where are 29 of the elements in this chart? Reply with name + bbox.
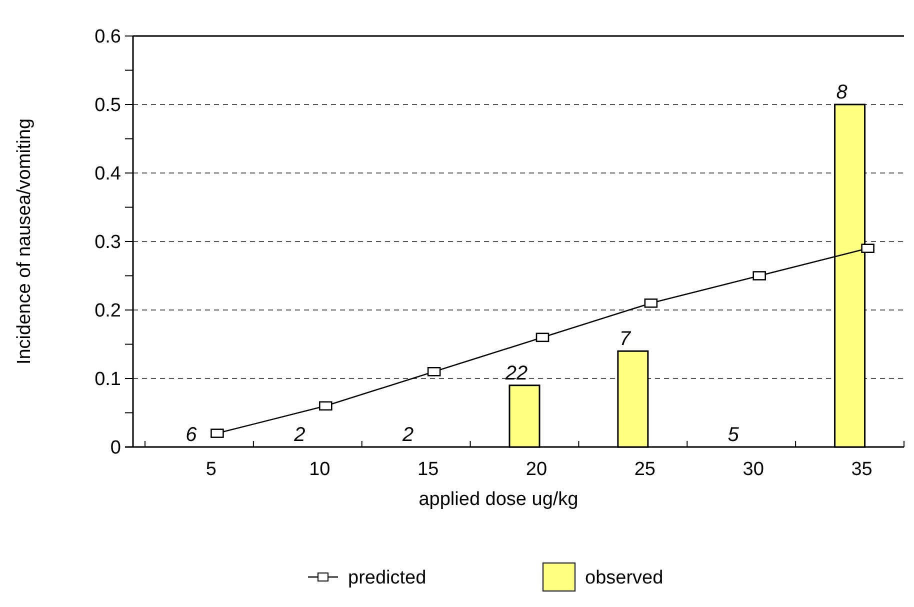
x-tick-label: 10 [309, 459, 330, 480]
y-tick-label: 0 [110, 438, 121, 459]
x-tick-label: 35 [851, 459, 872, 480]
point [210, 428, 224, 438]
annotation: 8 [836, 82, 848, 104]
y-tick-label: 0.3 [94, 232, 121, 254]
legend-label: observed [585, 568, 664, 589]
y-tick-label: 0.1 [94, 369, 121, 390]
legend-label: predicted [348, 568, 426, 589]
annotation: 7 [619, 328, 632, 350]
point [318, 401, 332, 411]
y-tick-label: 0.6 [94, 26, 121, 48]
annotation: 6 [186, 424, 198, 446]
x-tick-label: 20 [526, 459, 548, 480]
annotation: 2 [293, 424, 306, 446]
x-tick-label: 30 [742, 459, 764, 480]
annotation: 2 [402, 424, 414, 446]
x-axis-title: applied dose ug/kg [418, 489, 578, 510]
annotation: 5 [728, 424, 740, 446]
y-tick-label: 0.2 [94, 300, 121, 322]
point [536, 332, 550, 342]
x-tick-label: 25 [634, 459, 656, 480]
y-axis-title: Incidence of nausea/vomiting [14, 118, 35, 365]
x-tick-label: 15 [418, 459, 439, 480]
y-tick-label: 0.4 [94, 164, 122, 185]
point [861, 244, 874, 253]
x-tick-label: 5 [206, 459, 217, 480]
y-tick-label: 0.5 [94, 95, 121, 116]
annotation: 22 [504, 362, 528, 384]
